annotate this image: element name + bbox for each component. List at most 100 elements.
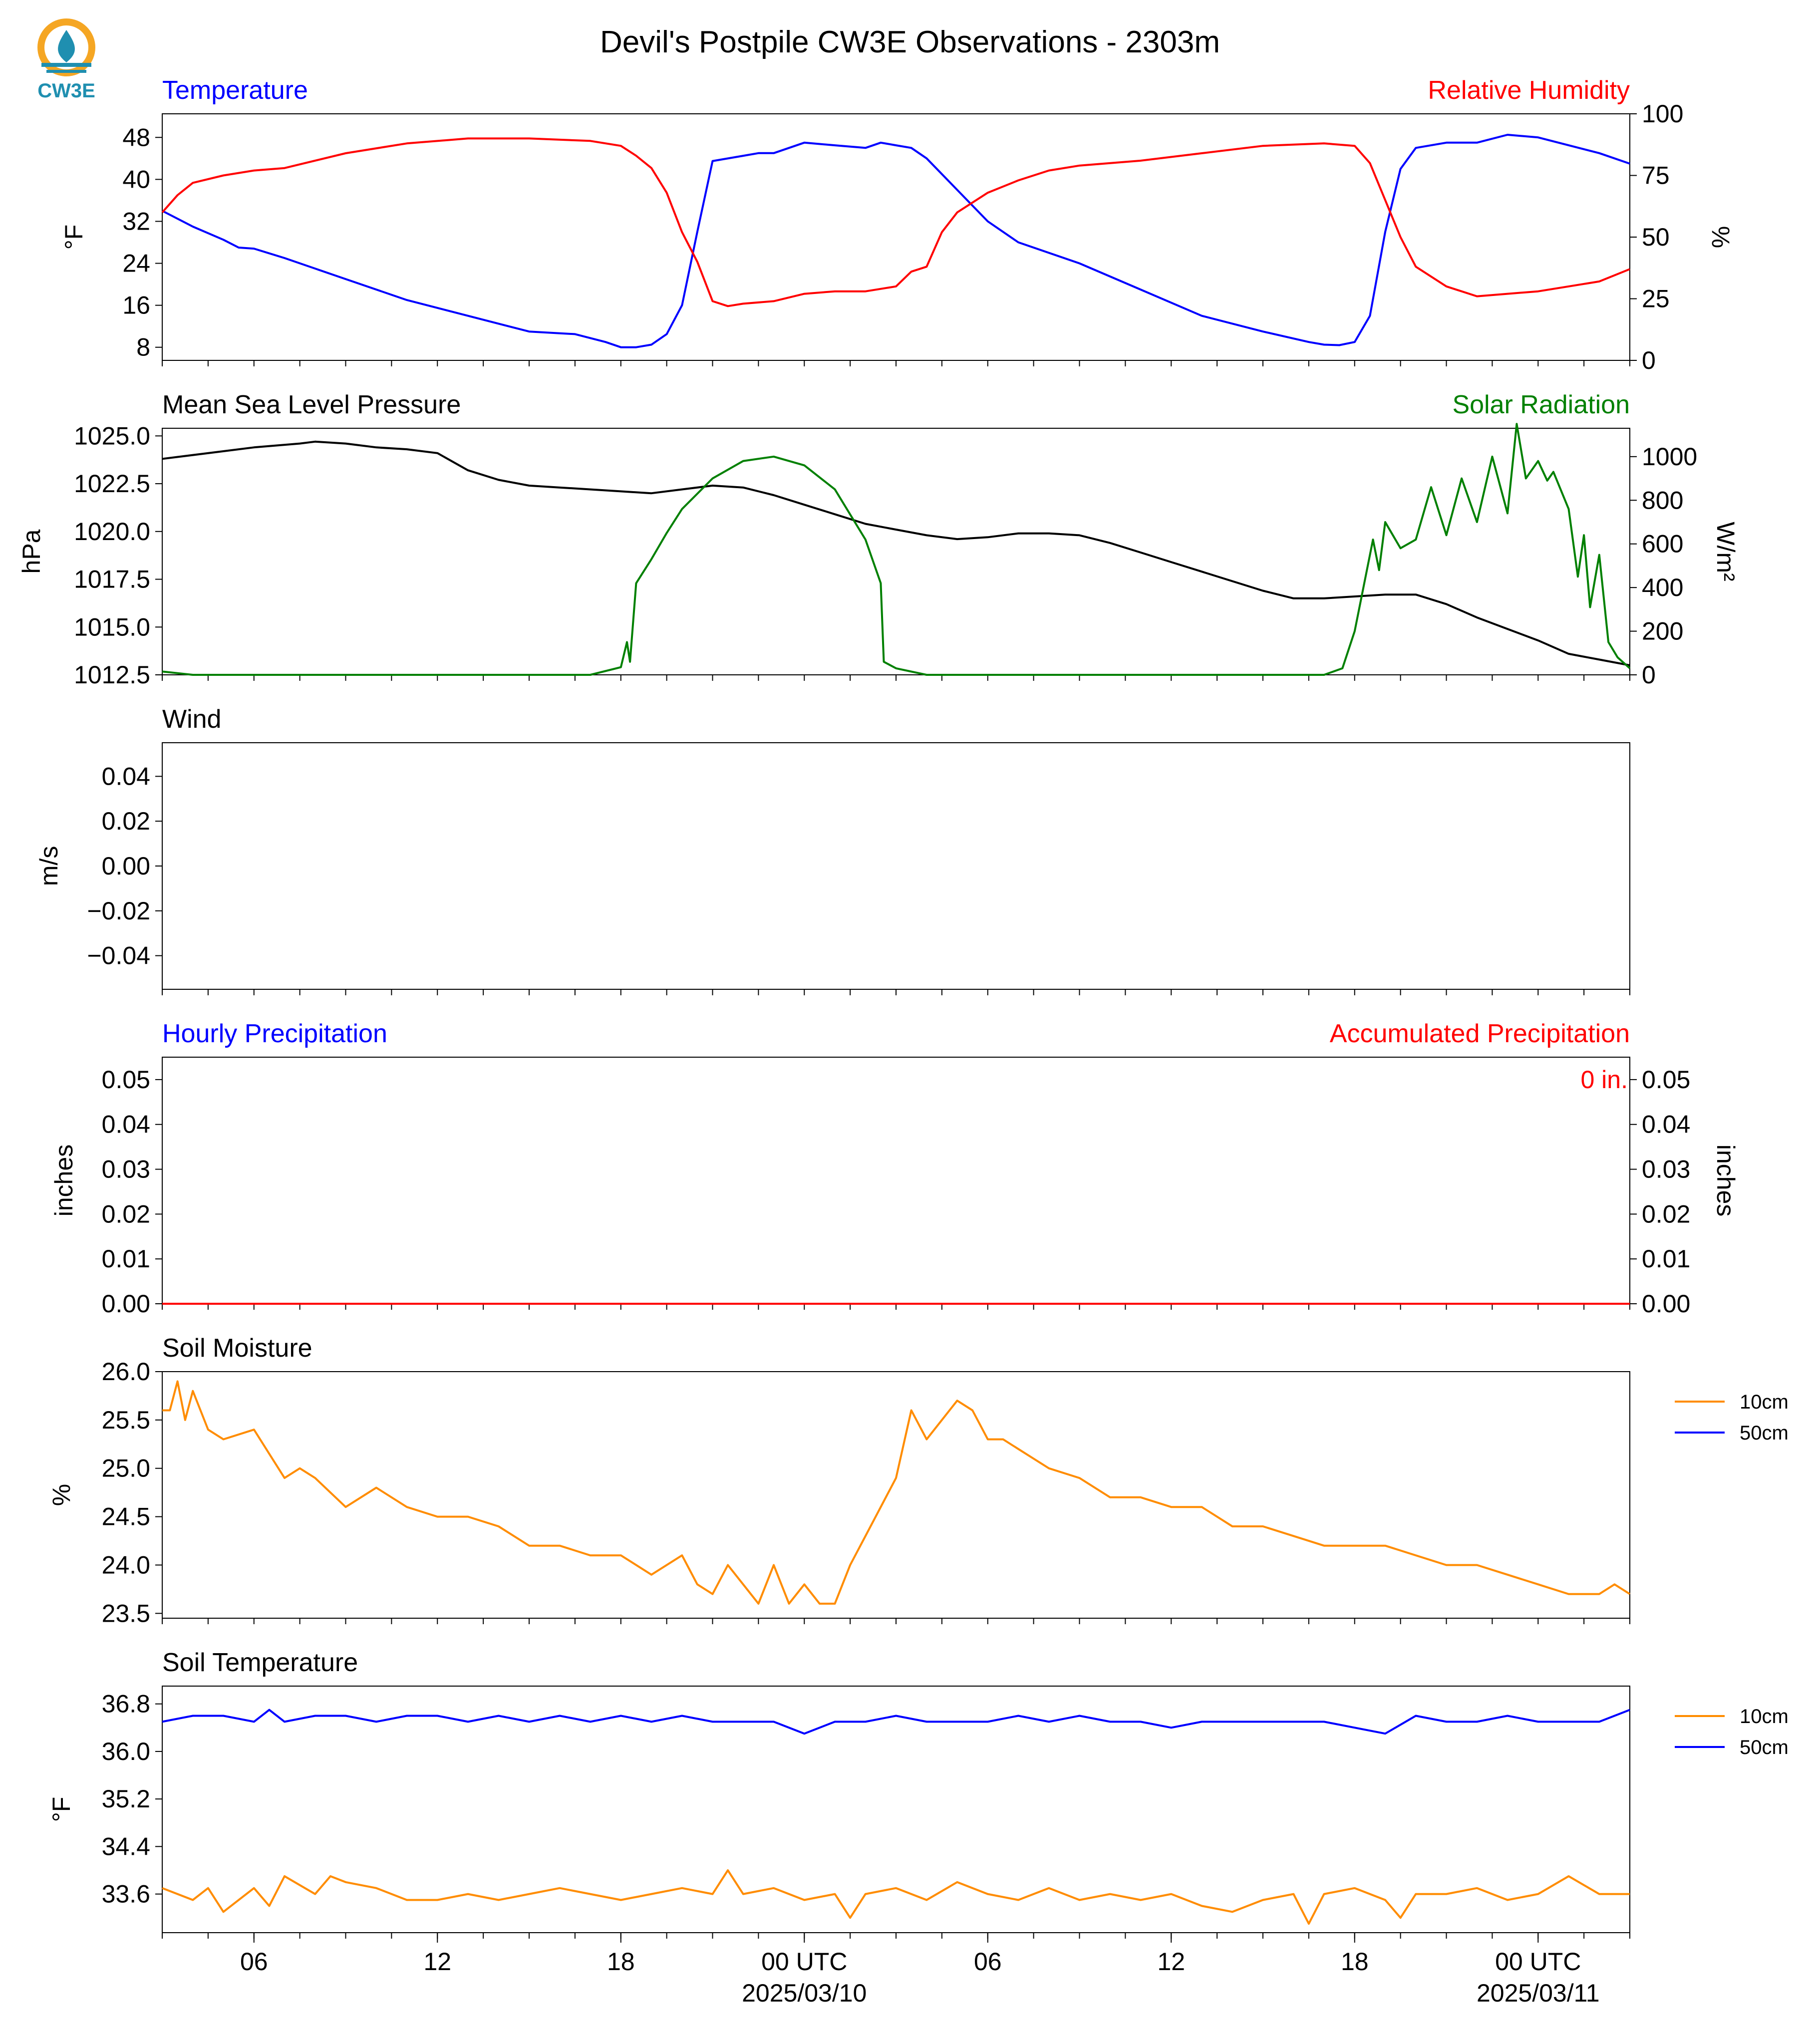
y-right-tick-label: 75 xyxy=(1642,162,1670,190)
y-tick-label: 1017.5 xyxy=(74,566,150,593)
panel-1: Mean Sea Level Pressure Solar Radiation 10… xyxy=(17,390,1740,689)
y-right-tick-label: 25 xyxy=(1642,285,1670,313)
y-tick-label: 25.5 xyxy=(102,1406,150,1434)
y-tick-label: 24.0 xyxy=(102,1551,150,1579)
x-tick-label: 00 UTC xyxy=(1495,1948,1581,1976)
series-line-relative-humidity xyxy=(161,137,1630,307)
panel-title-right: Relative Humidity xyxy=(1428,76,1630,105)
y-tick-label: 0.03 xyxy=(102,1156,150,1183)
y-right-axis-label: % xyxy=(1707,226,1735,248)
y-axis-label: m/s xyxy=(35,846,63,886)
y-tick-label: 36.8 xyxy=(102,1690,150,1718)
y-right-tick-label: 100 xyxy=(1642,100,1683,128)
legend-label: 10cm xyxy=(1740,1706,1789,1728)
y-right-tick-label: 0.04 xyxy=(1642,1111,1690,1139)
x-tick-label: 12 xyxy=(1157,1948,1185,1976)
y-right-tick-label: 50 xyxy=(1642,223,1670,251)
panel-title-right: Solar Radiation xyxy=(1452,390,1630,419)
y-tick-label: 16 xyxy=(122,291,150,319)
time-axis: 06 12 18 00 UTC 06 12 18 00 UTC 2025/03/10 2025/0… xyxy=(240,1933,1600,2007)
y-right-axis-label: inches xyxy=(1712,1145,1740,1217)
legend-label: 10cm xyxy=(1740,1391,1789,1413)
y-right-tick-label: 600 xyxy=(1642,530,1683,558)
y-right-tick-label: 400 xyxy=(1642,574,1683,601)
y-tick-label: 26.0 xyxy=(102,1358,150,1386)
panel-2: Wind 0.04 0.02 0.00 −0.02 −0.04 m/s xyxy=(35,705,1630,995)
x-date-label: 2025/03/10 xyxy=(742,1979,867,2007)
y-right-tick-label: 200 xyxy=(1642,617,1683,645)
y-tick-label: 1012.5 xyxy=(74,661,150,689)
x-tick-label: 06 xyxy=(974,1948,1002,1976)
logo-icon xyxy=(37,18,95,76)
y-right-tick-label: 1000 xyxy=(1642,443,1697,471)
panel-title-left: Hourly Precipitation xyxy=(162,1019,387,1048)
panel-frame xyxy=(162,1057,1630,1304)
panels: Temperature Relative Humidity 48 40 32 24 16 8 °… xyxy=(17,76,1789,1939)
panel-3: Hourly Precipitation Accumulated Precipit… xyxy=(50,1019,1740,1318)
y-tick-label: 32 xyxy=(122,207,150,235)
y-axis-label: °F xyxy=(60,225,88,250)
series-line-temperature xyxy=(162,134,1630,348)
y-tick-label: 23.5 xyxy=(102,1599,150,1627)
panel-title-left: Temperature xyxy=(162,76,308,105)
y-right-tick-label: 0.00 xyxy=(1642,1290,1690,1318)
series-line-mean-sea-level-pressure xyxy=(162,440,1630,666)
series-line-10cm xyxy=(162,1380,1631,1605)
panel-title-left: Mean Sea Level Pressure xyxy=(162,390,461,419)
accumulated-total-label: 0 in. xyxy=(1580,1066,1628,1094)
x-date-label: 2025/03/11 xyxy=(1477,1979,1600,2007)
y-tick-label: 35.2 xyxy=(102,1785,150,1813)
y-tick-label: 0.05 xyxy=(102,1066,150,1094)
panel-5: Soil Temperature 36.8 36.0 35.2 34.4 33.6 °F 10… xyxy=(47,1648,1789,1939)
figure-title: Devil's Postpile CW3E Observations - 230… xyxy=(600,25,1220,59)
y-tick-label: 1025.0 xyxy=(74,422,150,450)
y-axis-label: hPa xyxy=(17,529,45,574)
series-line-solar-radiation xyxy=(162,423,1631,676)
y-right-tick-label: 800 xyxy=(1642,486,1683,514)
y-tick-label: 0.02 xyxy=(102,807,150,835)
y-tick-label: 33.6 xyxy=(102,1880,150,1908)
panel-frame xyxy=(162,428,1630,675)
y-right-tick-label: 0.05 xyxy=(1642,1066,1690,1094)
y-axis-label: % xyxy=(47,1484,75,1506)
y-right-tick-label: 0 xyxy=(1642,661,1656,689)
y-tick-label: 34.4 xyxy=(102,1832,150,1860)
y-right-tick-label: 0.02 xyxy=(1642,1200,1690,1228)
x-tick-label: 12 xyxy=(423,1948,451,1976)
y-tick-label: 0.04 xyxy=(102,1111,150,1139)
y-right-tick-label: 0 xyxy=(1642,346,1656,374)
y-right-tick-label: 0.01 xyxy=(1642,1245,1690,1273)
panel-0: Temperature Relative Humidity 48 40 32 24 16 8 °… xyxy=(60,76,1735,374)
y-tick-label: 1015.0 xyxy=(74,613,150,641)
panel-4: Soil Moisture 26.0 25.5 25.0 24.5 24.0 23.5% 10… xyxy=(47,1334,1789,1627)
y-tick-label: 36.0 xyxy=(102,1738,150,1765)
y-tick-label: −0.04 xyxy=(87,942,150,970)
panel-frame xyxy=(162,113,1630,361)
legend-label: 50cm xyxy=(1740,1737,1789,1758)
y-tick-label: 1022.5 xyxy=(74,470,150,498)
y-tick-label: 24 xyxy=(122,250,150,278)
panel-title-left: Soil Temperature xyxy=(162,1648,358,1677)
logo-text: CW3E xyxy=(37,80,95,102)
y-right-axis-label: W/m² xyxy=(1712,522,1740,581)
y-tick-label: 1020.0 xyxy=(74,518,150,546)
x-tick-label: 18 xyxy=(607,1948,635,1976)
y-tick-label: 0.00 xyxy=(102,852,150,880)
y-tick-label: 24.5 xyxy=(102,1503,150,1531)
y-tick-label: 25.0 xyxy=(102,1454,150,1482)
y-axis-label: °F xyxy=(47,1797,75,1822)
panel-frame xyxy=(162,1371,1630,1619)
panel-title-right: Accumulated Precipitation xyxy=(1330,1019,1630,1048)
y-tick-label: 8 xyxy=(136,333,150,361)
legend-label: 50cm xyxy=(1740,1422,1789,1444)
y-tick-label: 0.01 xyxy=(102,1245,150,1273)
y-tick-label: 48 xyxy=(122,123,150,151)
y-tick-label: −0.02 xyxy=(87,897,150,925)
y-tick-label: 0.02 xyxy=(102,1200,150,1228)
panel-frame xyxy=(162,742,1630,990)
x-tick-label: 06 xyxy=(240,1948,268,1976)
panel-title-left: Wind xyxy=(162,705,221,734)
y-right-tick-label: 0.03 xyxy=(1642,1156,1690,1183)
series-line-50cm xyxy=(162,1709,1630,1735)
x-tick-label: 00 UTC xyxy=(761,1948,847,1976)
